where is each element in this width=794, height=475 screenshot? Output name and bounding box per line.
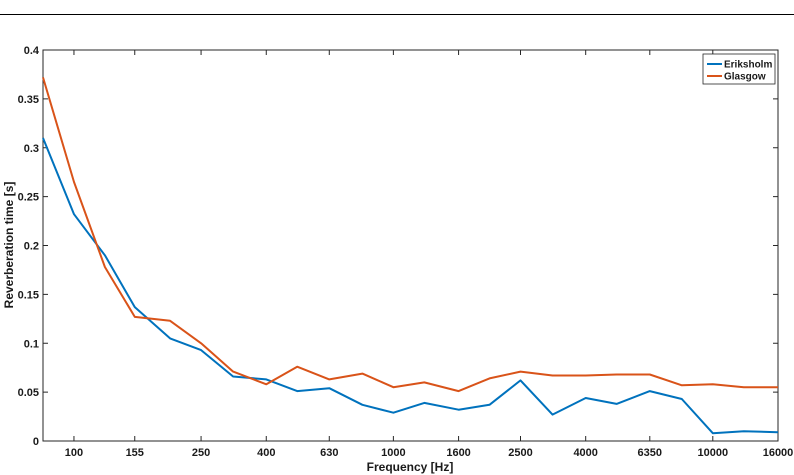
x-tick-label: 400	[257, 447, 275, 459]
x-axis-label: Frequency [Hz]	[367, 460, 454, 474]
x-tick-label: 16000	[763, 447, 794, 459]
legend-box	[702, 53, 776, 85]
y-tick-label: 0.1	[24, 338, 39, 350]
y-tick-label: 0.4	[24, 45, 40, 57]
series-line-glasgow	[42, 77, 778, 393]
y-tick-label: 0.3	[24, 143, 39, 155]
y-tick-label: 0.25	[18, 192, 39, 204]
x-tick-label: 2500	[508, 447, 532, 459]
x-tick-label: 250	[192, 447, 210, 459]
series-lines	[42, 77, 779, 435]
y-axis-ticks: 0 0.05 0.1 0.15 0.2 0.25 0.3 0.35 0.4	[18, 45, 778, 448]
x-tick-label: 1600	[446, 447, 470, 459]
legend-label-eriksholm: Eriksholm	[724, 60, 772, 71]
x-tick-label: 1000	[381, 447, 405, 459]
top-rule	[0, 14, 794, 15]
x-tick-label: 100	[65, 447, 83, 459]
y-tick-label: 0.35	[18, 94, 39, 106]
series-line-eriksholm	[42, 137, 779, 435]
y-axis-label: Reverberation time [s]	[2, 182, 16, 309]
y-tick-label: 0.05	[18, 387, 39, 399]
plot-area	[42, 49, 779, 442]
y-tick-label: 0	[33, 436, 39, 448]
x-axis-ticks: 100 155 250 400 630 1000 1600 2500 4000 6350 10000…	[65, 50, 794, 459]
x-tick-label: 630	[320, 447, 338, 459]
x-tick-label: 10000	[698, 447, 729, 459]
y-tick-label: 0.2	[24, 241, 39, 253]
legend-label-glasgow: Glasgow	[724, 72, 766, 83]
y-tick-label: 0.15	[18, 289, 39, 301]
x-tick-label: 6350	[638, 447, 662, 459]
x-tick-label: 155	[126, 447, 144, 459]
x-tick-label: 4000	[573, 447, 597, 459]
